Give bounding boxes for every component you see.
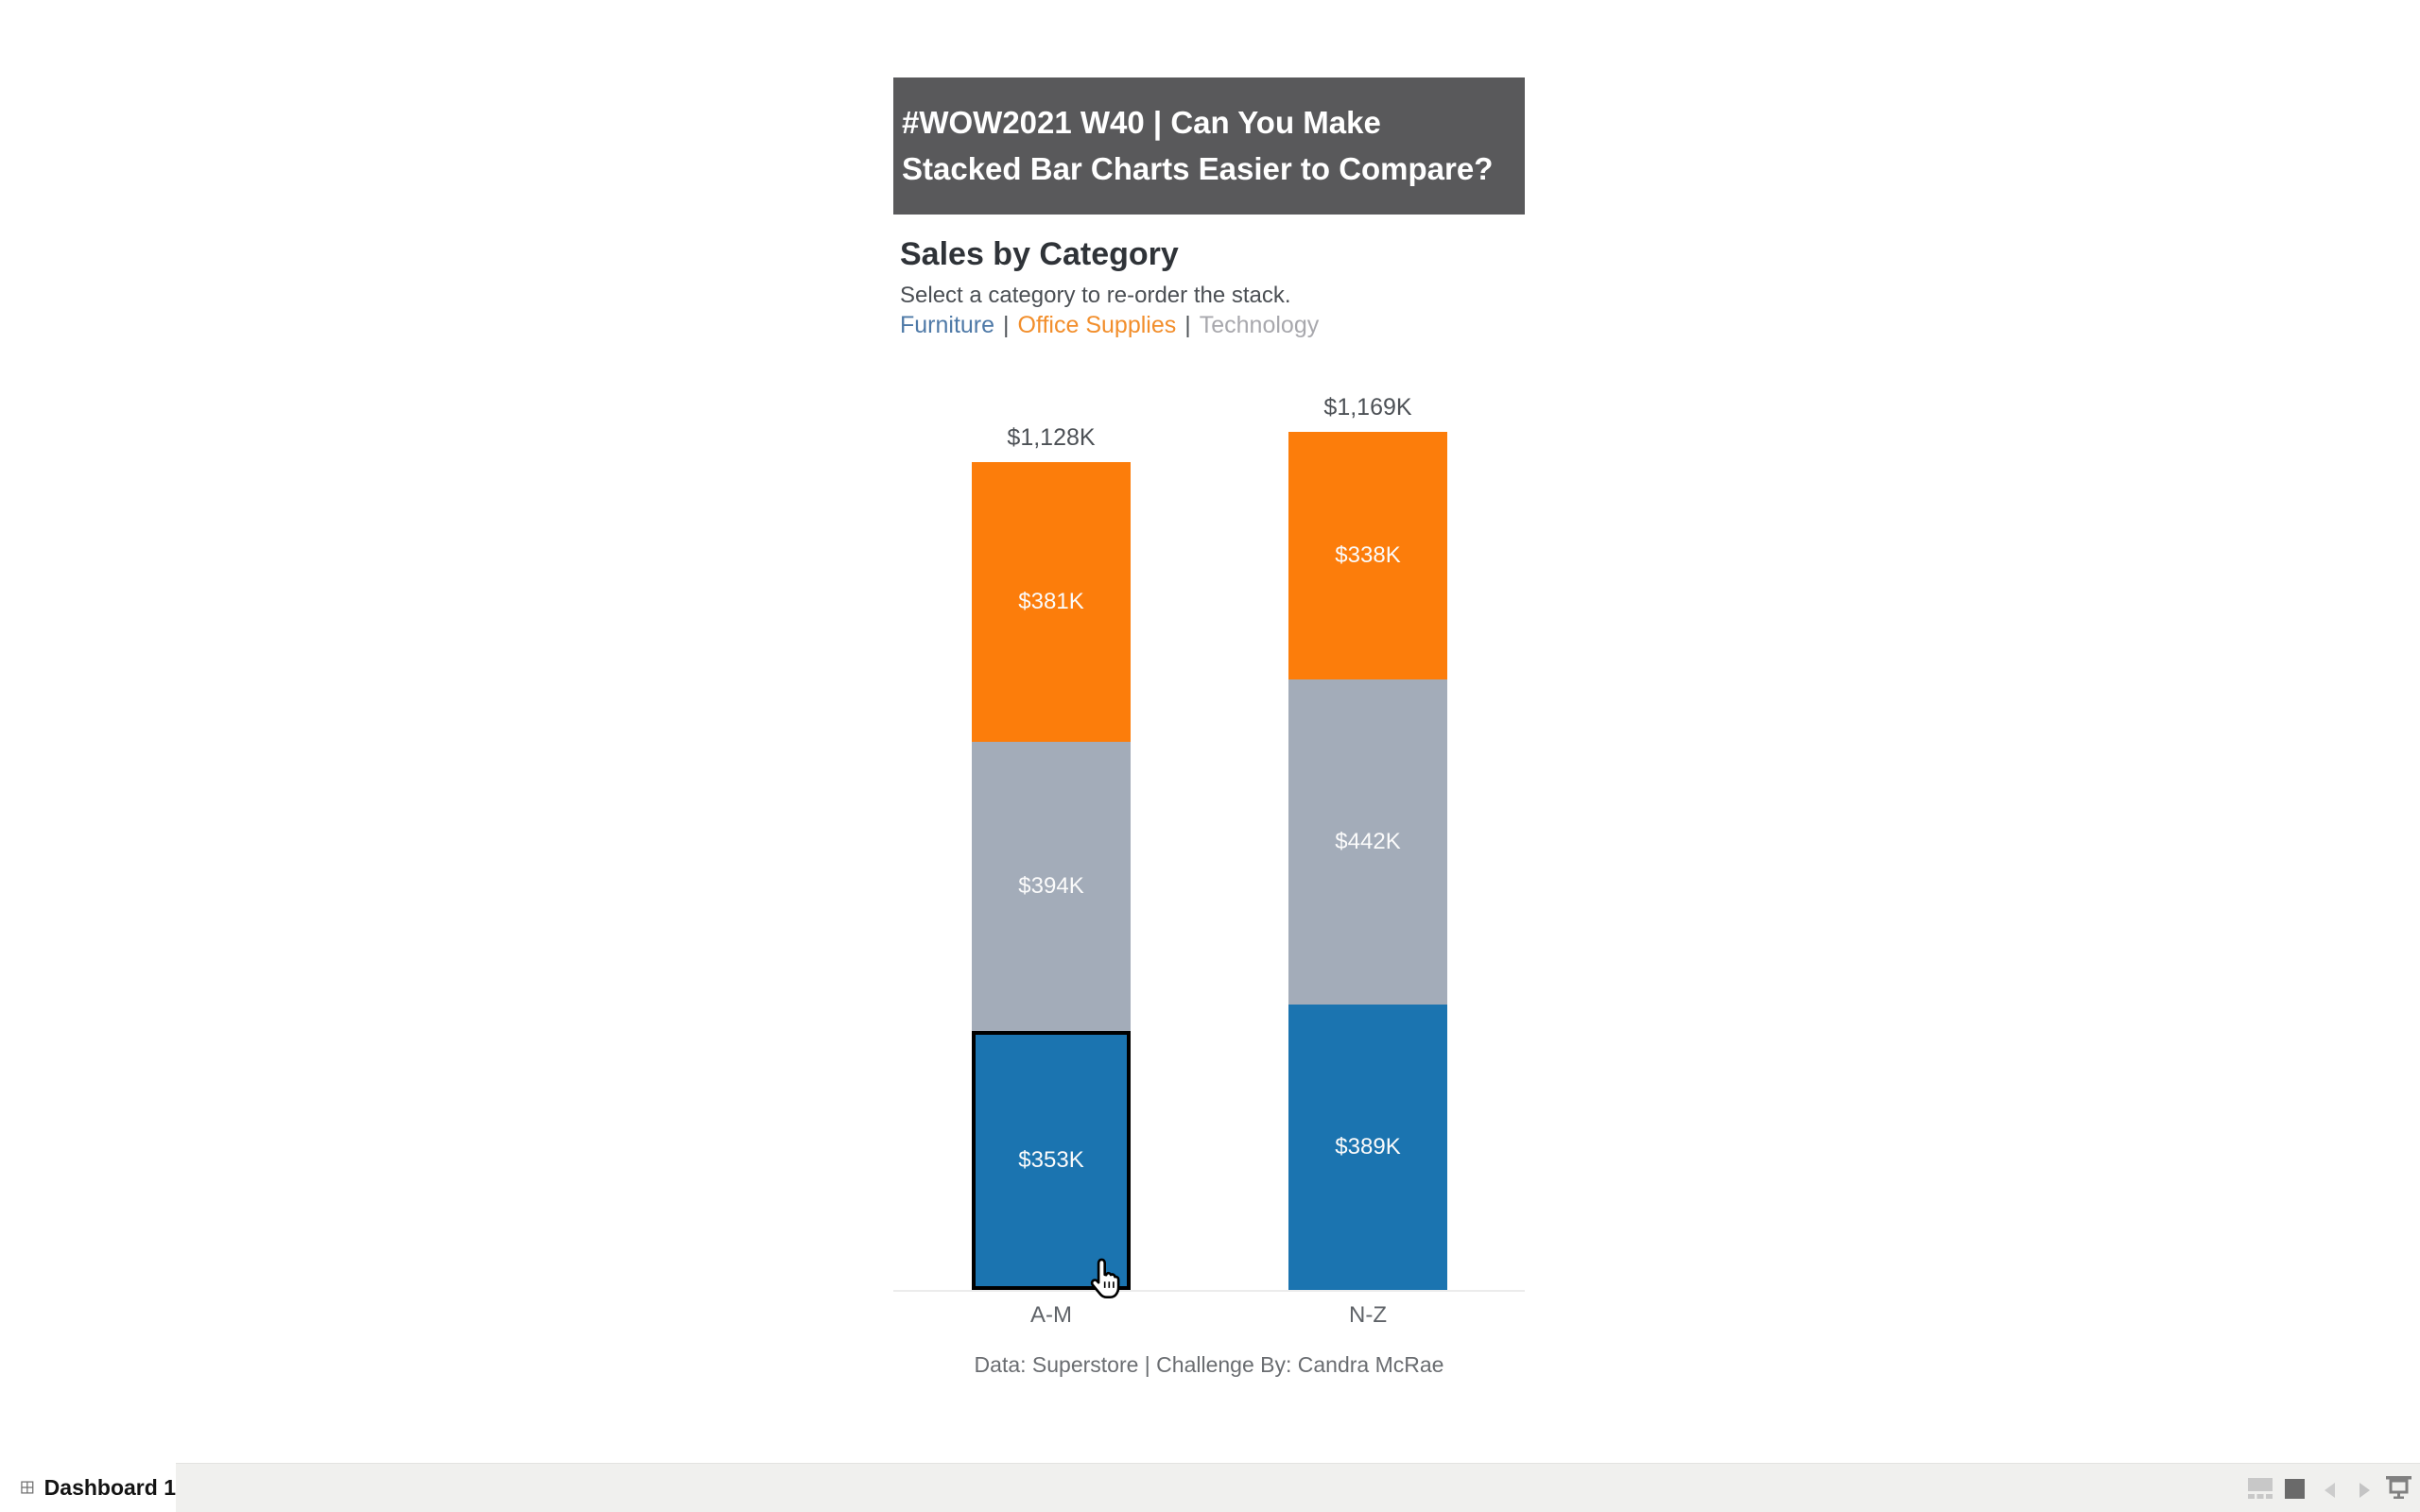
link-separator: | [1184,312,1191,338]
bar-segment-office-supplies-a-m[interactable]: $381K [972,461,1131,742]
bar-segment-furniture-n-z[interactable]: $389K [1288,1004,1447,1290]
bar-segment-value-label: $394K [1018,872,1084,899]
link-office-supplies[interactable]: Office Supplies [1017,312,1177,338]
bar-segment-value-label: $442K [1335,829,1401,855]
next-sheet-arrow-icon[interactable] [2360,1483,2370,1503]
bar-total-label-a-m: $1,128K [1007,423,1096,451]
filmstrip-icon[interactable] [2248,1478,2273,1503]
link-separator: | [1003,312,1010,338]
x-axis-category-label-n-z: N-Z [1349,1302,1387,1328]
bar-segment-value-label: $389K [1335,1133,1401,1160]
tab-dashboard-1[interactable]: Dashboard 1 [0,1463,176,1512]
current-sheet-square-icon[interactable] [2285,1479,2305,1499]
x-axis-category-label-a-m: A-M [1030,1302,1072,1328]
caption: Data: Superstore | Challenge By: Candra … [974,1352,1444,1377]
bar-segment-technology-a-m[interactable]: $394K [972,741,1131,1031]
previous-sheet-arrow-icon[interactable] [2325,1483,2335,1503]
bar-segment-value-label: $338K [1335,541,1401,568]
status-bar [0,1463,2420,1512]
link-furniture[interactable]: Furniture [900,312,995,338]
bar-segment-value-label: $353K [1018,1146,1084,1173]
bar-segment-office-supplies-n-z[interactable]: $338K [1288,431,1447,680]
dashboard-grid-icon [21,1481,34,1494]
sheet-title: Sales by Category [900,236,1179,272]
bar-segment-value-label: $381K [1018,588,1084,614]
bar-total-label-n-z: $1,169K [1323,393,1412,421]
presentation-mode-icon[interactable] [2386,1476,2411,1504]
link-technology[interactable]: Technology [1199,312,1320,338]
dashboard-title-banner: #WOW2021 W40 | Can You Make Stacked Bar … [893,77,1525,215]
sheet-subtitle: Select a category to re-order the stack. [900,283,1291,308]
bar-segment-technology-n-z[interactable]: $442K [1288,679,1447,1005]
bar-segment-furniture-a-m[interactable]: $353K [972,1030,1131,1290]
tab-label: Dashboard 1 [43,1474,176,1500]
category-links: Furniture | Office Supplies | Technology [900,312,1319,339]
x-axis-line [893,1290,1525,1292]
banner-title-line1: #WOW2021 W40 | Can You Make [902,105,1381,140]
banner-title-line2: Stacked Bar Charts Easier to Compare? [902,151,1494,186]
